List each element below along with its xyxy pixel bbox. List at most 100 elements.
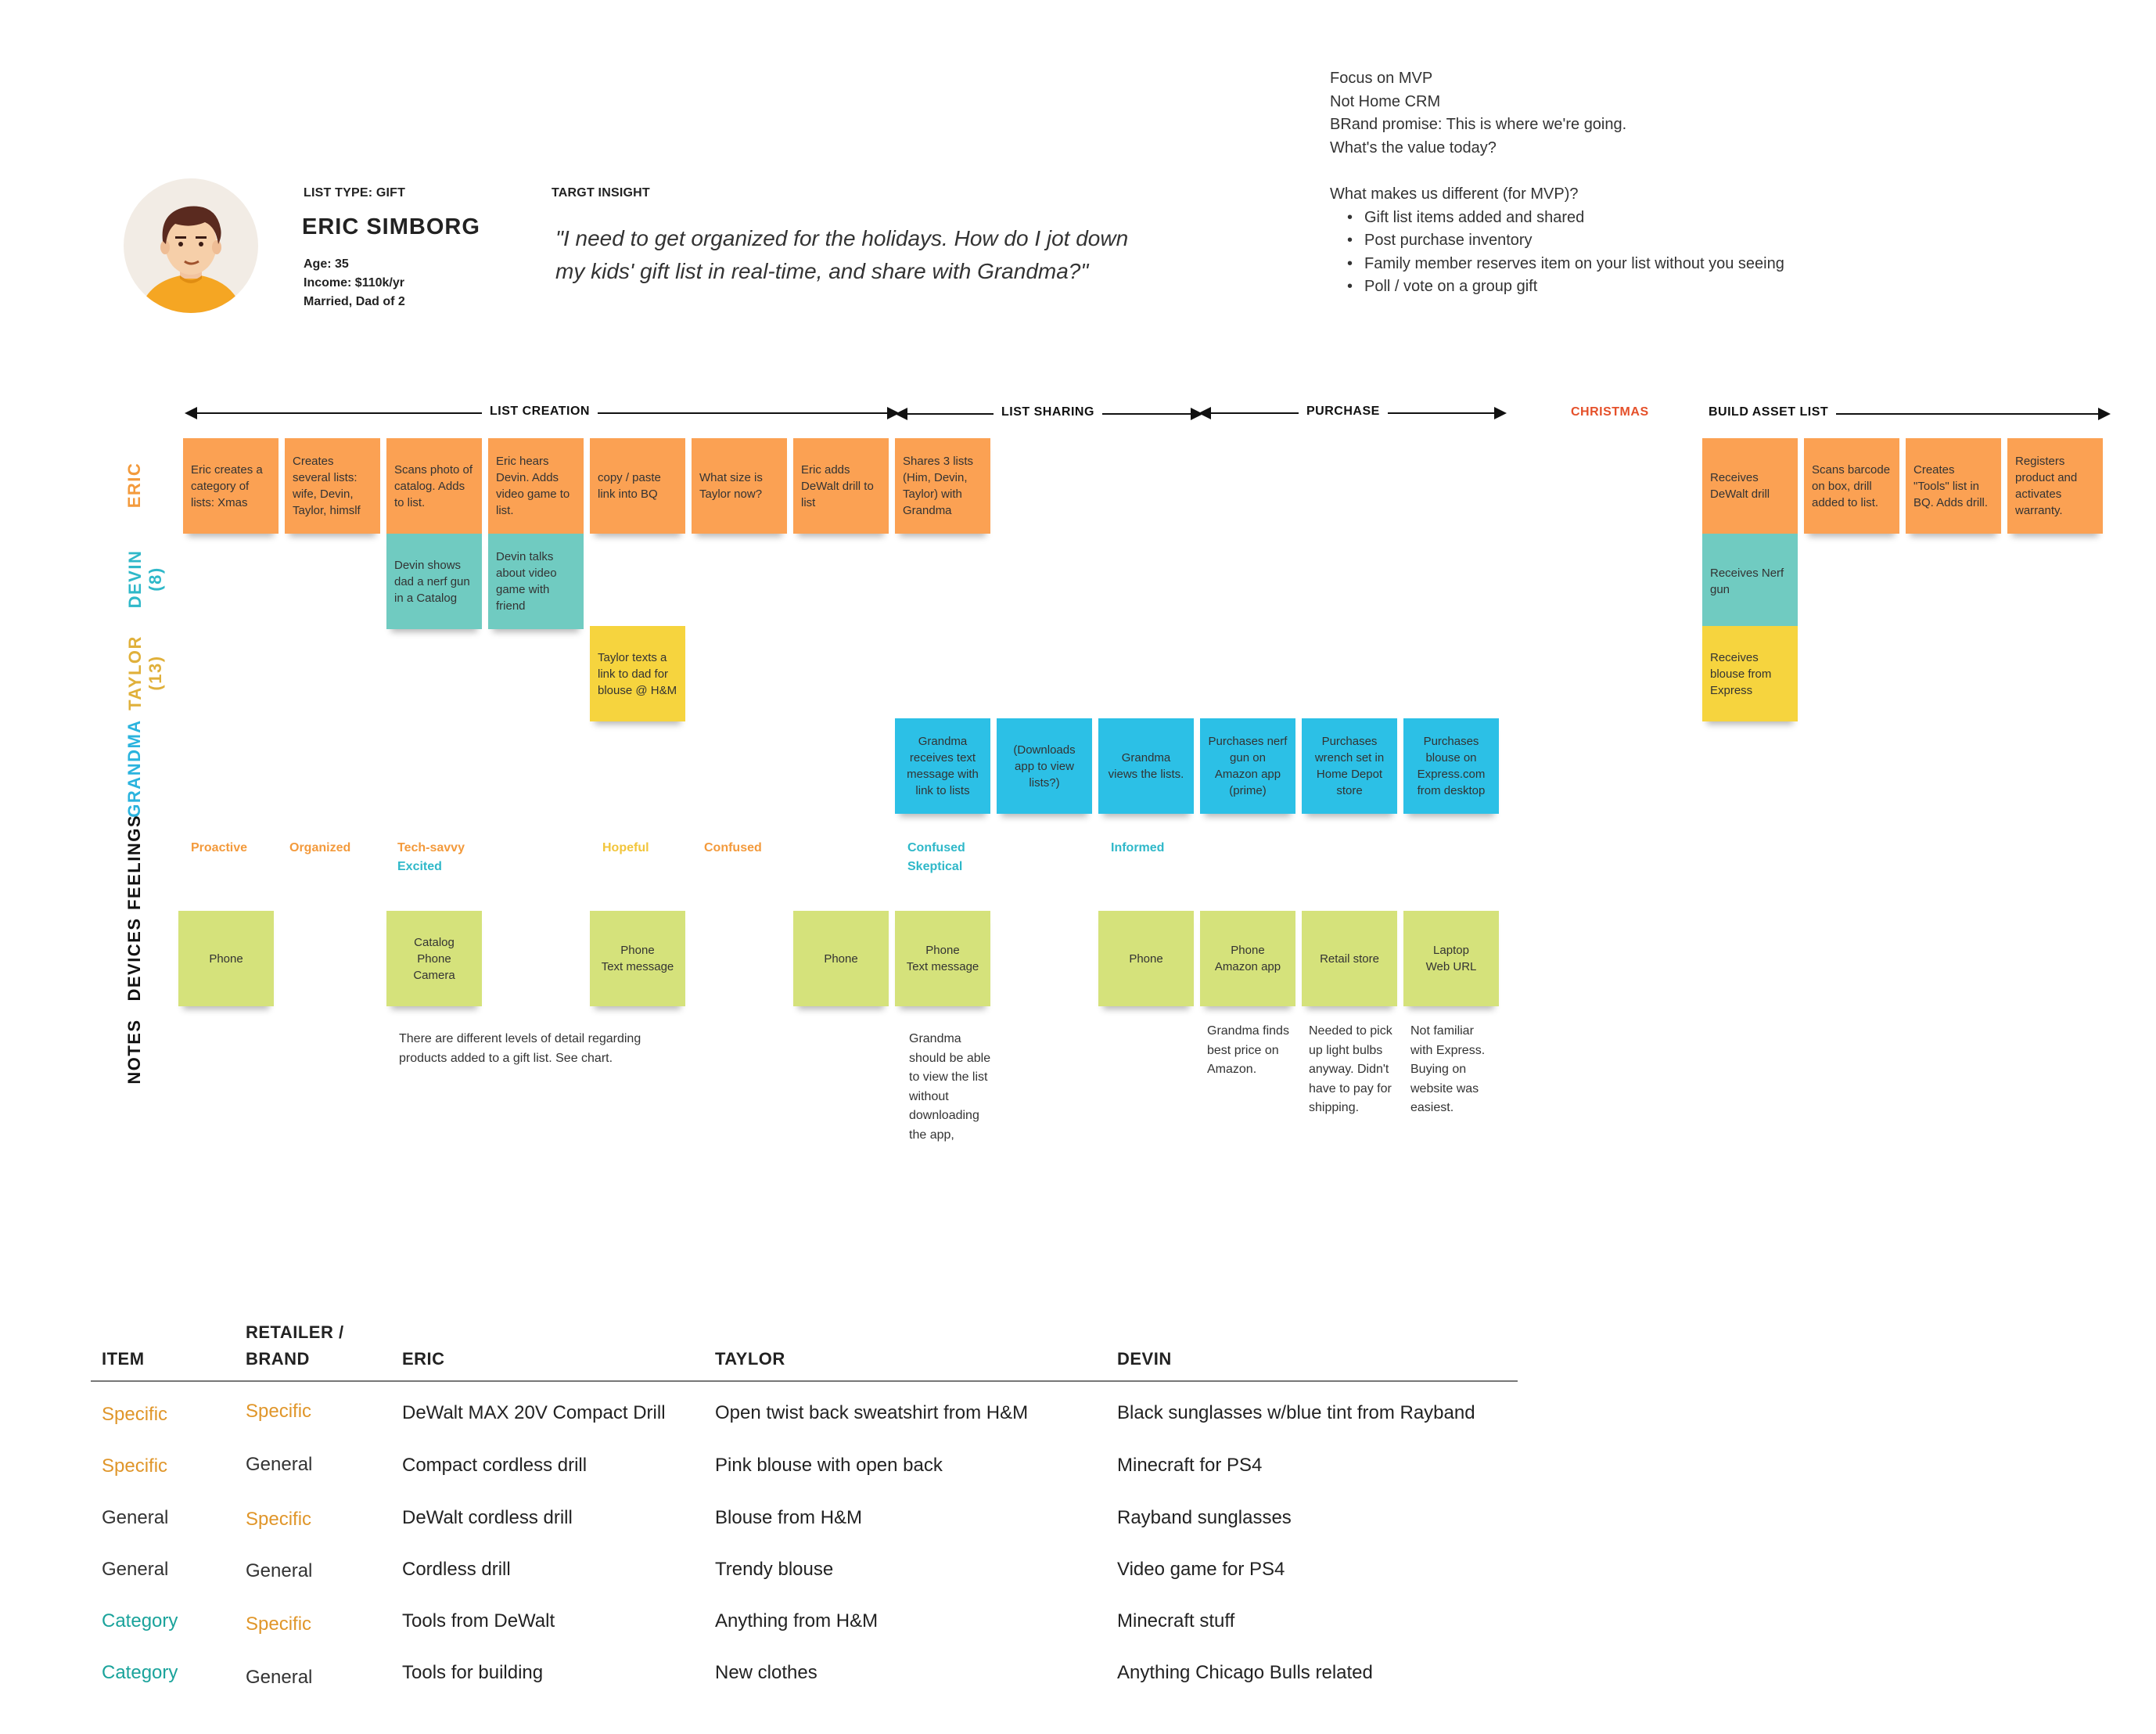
phase-build-asset-list: BUILD ASSET LIST bbox=[1701, 405, 1836, 419]
table-header-item: ITEM bbox=[102, 1346, 145, 1372]
list-type-label: LIST TYPE: GIFT bbox=[304, 186, 405, 200]
feeling-label: Proactive bbox=[191, 839, 247, 858]
sticky-eric[interactable]: What size is Taylor now? bbox=[692, 438, 787, 534]
sticky-device[interactable]: Phone bbox=[1098, 911, 1194, 1006]
table-cell-devin: Minecraft stuff bbox=[1117, 1609, 1234, 1634]
table-cell-eric: Cordless drill bbox=[402, 1557, 511, 1582]
mvp-notes: Focus on MVP Not Home CRM BRand promise:… bbox=[1330, 67, 1784, 299]
table-header-devin: DEVIN bbox=[1117, 1346, 1172, 1372]
sticky-devin[interactable]: Devin talks about video game with friend bbox=[488, 534, 584, 629]
sticky-device[interactable]: Phone bbox=[178, 911, 274, 1006]
mvp-note-spacer bbox=[1330, 160, 1784, 183]
sticky-device[interactable]: Phone Amazon app bbox=[1200, 911, 1295, 1006]
feeling-label: Informed bbox=[1111, 839, 1164, 858]
row-label-taylor-age: (13) bbox=[146, 635, 166, 711]
mvp-note-line: Not Home CRM bbox=[1330, 91, 1784, 114]
phase-list-creation: LIST CREATION bbox=[482, 405, 598, 419]
journey-note: Grandma finds best price on Amazon. bbox=[1207, 1022, 1289, 1080]
sticky-eric[interactable]: Eric hears Devin. Adds video game to lis… bbox=[488, 438, 584, 534]
table-header-eric: ERIC bbox=[402, 1346, 445, 1372]
persona-income: Income: $110k/yr bbox=[304, 274, 405, 293]
mvp-bullet: Poll / vote on a group gift bbox=[1364, 275, 1784, 299]
table-header-retailer: RETAILER / BRAND bbox=[246, 1319, 344, 1372]
table-cell-taylor: Anything from H&M bbox=[715, 1609, 878, 1634]
table-cell-eric: DeWalt cordless drill bbox=[402, 1506, 573, 1531]
table-cell-devin: Rayband sunglasses bbox=[1117, 1506, 1292, 1531]
sticky-devin[interactable]: Devin shows dad a nerf gun in a Catalog bbox=[386, 534, 482, 629]
insight-quote-line-1: "I need to get organized for the holiday… bbox=[555, 222, 1197, 255]
journey-note: Needed to pick up light bulbs anyway. Di… bbox=[1309, 1022, 1392, 1118]
sticky-device[interactable]: Catalog Phone Camera bbox=[386, 911, 482, 1006]
sticky-eric[interactable]: Shares 3 lists (Him, Devin, Taylor) with… bbox=[895, 438, 990, 534]
mvp-question: What makes us different (for MVP)? bbox=[1330, 183, 1784, 207]
row-label-devin: DEVIN (8) bbox=[125, 550, 166, 609]
mvp-note-line: Focus on MVP bbox=[1330, 67, 1784, 91]
table-cell-retailer: General bbox=[246, 1452, 312, 1477]
mvp-bullet-list: Gift list items added and shared Post pu… bbox=[1330, 207, 1784, 299]
row-label-taylor-name: TAYLOR bbox=[125, 635, 146, 711]
feeling-label: Organized bbox=[289, 839, 350, 858]
sticky-eric[interactable]: Scans barcode on box, drill added to lis… bbox=[1804, 438, 1899, 534]
feeling-label: Tech-savvy bbox=[397, 839, 465, 858]
mvp-note-line: What's the value today? bbox=[1330, 137, 1784, 160]
sticky-device[interactable]: Laptop Web URL bbox=[1403, 911, 1499, 1006]
phase-list-sharing: LIST SHARING bbox=[994, 405, 1102, 419]
sticky-grandma[interactable]: Purchases nerf gun on Amazon app (prime) bbox=[1200, 718, 1295, 814]
feeling-label: Hopeful bbox=[602, 839, 649, 858]
sticky-eric[interactable]: Creates "Tools" list in BQ. Adds drill. bbox=[1906, 438, 2001, 534]
journey-note: There are different levels of detail reg… bbox=[399, 1030, 641, 1068]
persona-details: Age: 35 Income: $110k/yr Married, Dad of… bbox=[304, 255, 405, 311]
feeling-label: Confused bbox=[907, 839, 965, 858]
table-cell-devin: Black sunglasses w/blue tint from Rayban… bbox=[1117, 1401, 1475, 1426]
sticky-grandma[interactable]: Purchases wrench set in Home Depot store bbox=[1302, 718, 1397, 814]
row-label-eric: ERIC bbox=[124, 462, 145, 509]
sticky-eric[interactable]: Eric adds DeWalt drill to list bbox=[793, 438, 889, 534]
table-cell-taylor: Open twist back sweatshirt from H&M bbox=[715, 1401, 1028, 1426]
mvp-note-line: BRand promise: This is where we're going… bbox=[1330, 113, 1784, 137]
table-cell-devin: Minecraft for PS4 bbox=[1117, 1453, 1262, 1478]
row-label-devin-age: (8) bbox=[146, 550, 166, 609]
persona-name: ERIC SIMBORG bbox=[302, 214, 480, 240]
table-cell-taylor: New clothes bbox=[715, 1660, 817, 1685]
arrow-right-icon bbox=[1494, 407, 1507, 419]
insight-quote-line-2: my kids' gift list in real-time, and sha… bbox=[555, 255, 1197, 288]
phase-line-build-asset-list bbox=[1835, 413, 2101, 415]
sticky-device[interactable]: Phone bbox=[793, 911, 889, 1006]
persona-age: Age: 35 bbox=[304, 255, 405, 274]
sticky-eric[interactable]: Creates several lists: wife, Devin, Tayl… bbox=[285, 438, 380, 534]
sticky-devin[interactable]: Receives Nerf gun bbox=[1702, 534, 1798, 629]
table-cell-item: General bbox=[102, 1557, 168, 1582]
persona-avatar bbox=[124, 178, 258, 313]
table-cell-eric: Compact cordless drill bbox=[402, 1453, 587, 1478]
sticky-device[interactable]: Phone Text message bbox=[590, 911, 685, 1006]
sticky-taylor[interactable]: Taylor texts a link to dad for blouse @ … bbox=[590, 626, 685, 721]
sticky-grandma[interactable]: (Downloads app to view lists?) bbox=[997, 718, 1092, 814]
sticky-device[interactable]: Retail store bbox=[1302, 911, 1397, 1006]
journey-note: Grandma should be able to view the list … bbox=[909, 1030, 990, 1145]
row-label-grandma: GRANDMA bbox=[124, 719, 145, 817]
mvp-bullet: Gift list items added and shared bbox=[1364, 207, 1784, 230]
sticky-grandma[interactable]: Grandma views the lists. bbox=[1098, 718, 1194, 814]
sticky-eric[interactable]: Receives DeWalt drill bbox=[1702, 438, 1798, 534]
avatar-illustration bbox=[124, 178, 258, 313]
sticky-taylor[interactable]: Receives blouse from Express bbox=[1702, 626, 1798, 721]
sticky-grandma[interactable]: Grandma receives text message with link … bbox=[895, 718, 990, 814]
sticky-eric[interactable]: copy / paste link into BQ bbox=[590, 438, 685, 534]
phase-purchase: PURCHASE bbox=[1299, 405, 1388, 419]
sticky-eric[interactable]: Scans photo of catalog. Adds to list. bbox=[386, 438, 482, 534]
sticky-eric[interactable]: Registers product and activates warranty… bbox=[2007, 438, 2103, 534]
row-label-devin-name: DEVIN bbox=[125, 550, 146, 609]
table-cell-eric: Tools from DeWalt bbox=[402, 1609, 555, 1634]
phase-christmas: CHRISTMAS bbox=[1571, 405, 1649, 419]
row-label-taylor: TAYLOR (13) bbox=[125, 635, 166, 711]
table-cell-devin: Video game for PS4 bbox=[1117, 1557, 1285, 1582]
sticky-eric[interactable]: Eric creates a category of lists: Xmas bbox=[183, 438, 278, 534]
table-cell-item: Category bbox=[102, 1660, 178, 1685]
sticky-device[interactable]: Phone Text message bbox=[895, 911, 990, 1006]
table-cell-item: Specific bbox=[102, 1454, 167, 1479]
sticky-grandma[interactable]: Purchases blouse on Express.com from des… bbox=[1403, 718, 1499, 814]
table-cell-taylor: Trendy blouse bbox=[715, 1557, 833, 1582]
table-cell-devin: Anything Chicago Bulls related bbox=[1117, 1660, 1373, 1685]
table-cell-item: Specific bbox=[102, 1402, 167, 1427]
journey-note: Not familiar with Express. Buying on web… bbox=[1410, 1022, 1485, 1118]
